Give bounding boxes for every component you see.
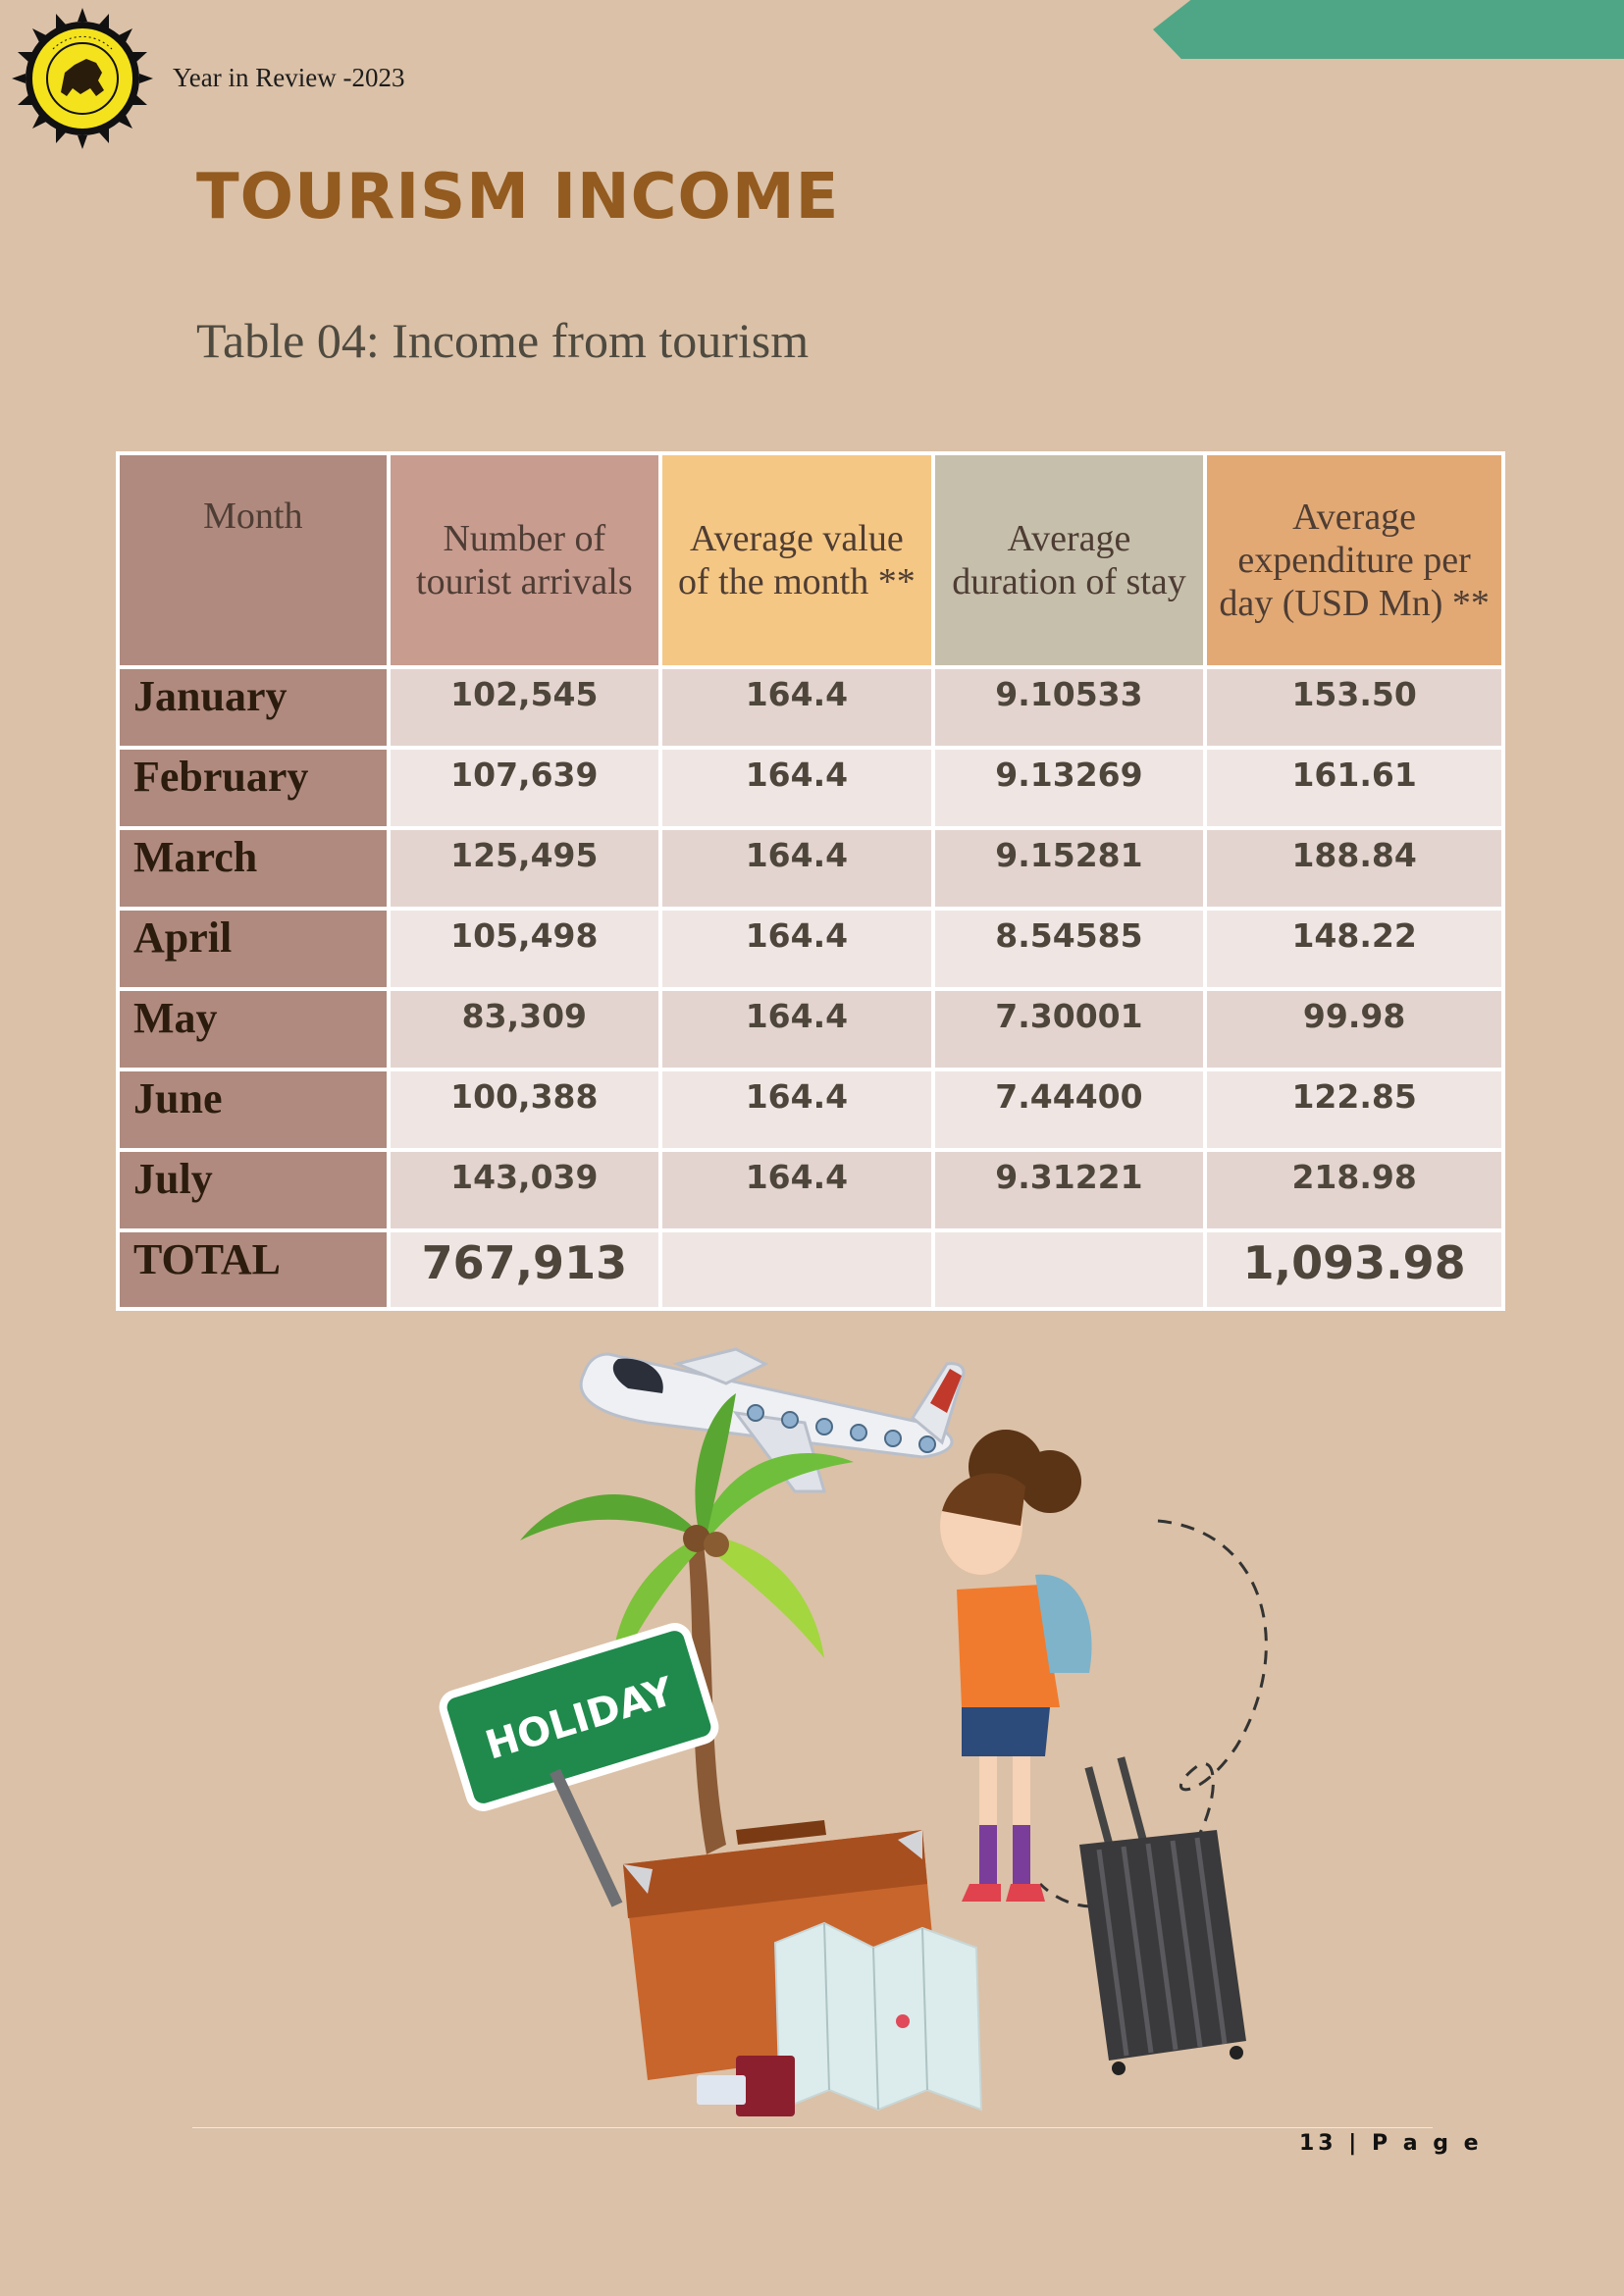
tourism-income-table: Month Number of tourist arrivals Average… xyxy=(116,451,1505,1311)
emblem-logo xyxy=(12,8,153,149)
duration-cell: 9.13269 xyxy=(934,750,1204,826)
luggage-icon xyxy=(1079,1756,1246,2075)
total-label-cell: TOTAL xyxy=(120,1232,387,1307)
header-text: Year in Review -2023 xyxy=(173,63,405,92)
table-row: May 83,309 164.4 7.30001 99.98 xyxy=(120,991,1501,1068)
travel-illustration: HOLIDAY xyxy=(439,1347,1268,2116)
holiday-sign: HOLIDAY xyxy=(439,1623,719,1811)
page-number: 13 | P a g e xyxy=(1299,2131,1483,2156)
month-cell: March xyxy=(120,830,387,907)
arrivals-cell: 102,545 xyxy=(390,669,659,746)
expenditure-cell: 188.84 xyxy=(1207,830,1501,907)
table-caption: Table 04: Income from tourism xyxy=(196,313,810,368)
arrivals-cell: 83,309 xyxy=(390,991,659,1068)
avg-value-cell: 164.4 xyxy=(662,830,931,907)
expenditure-cell: 218.98 xyxy=(1207,1152,1501,1228)
footer-divider xyxy=(192,2127,1433,2128)
arrivals-cell: 105,498 xyxy=(390,911,659,987)
passport-icon xyxy=(697,2056,795,2116)
avg-value-cell: 164.4 xyxy=(662,750,931,826)
month-cell: July xyxy=(120,1152,387,1228)
arrivals-cell: 107,639 xyxy=(390,750,659,826)
duration-cell: 7.30001 xyxy=(934,991,1204,1068)
month-cell: May xyxy=(120,991,387,1068)
avg-value-cell: 164.4 xyxy=(662,991,931,1068)
header-average-duration: Average duration of stay xyxy=(934,455,1204,665)
avg-value-cell: 164.4 xyxy=(662,1071,931,1148)
map-icon xyxy=(773,1921,983,2112)
duration-cell: 9.31221 xyxy=(934,1152,1204,1228)
header-month: Month xyxy=(120,455,387,665)
table-row: June 100,388 164.4 7.44400 122.85 xyxy=(120,1071,1501,1148)
header-average-expenditure: Average expenditure per day (USD Mn) ** xyxy=(1207,455,1501,665)
total-expenditure-cell: 1,093.98 xyxy=(1207,1232,1501,1307)
avg-value-cell: 164.4 xyxy=(662,911,931,987)
table-row: July 143,039 164.4 9.31221 218.98 xyxy=(120,1152,1501,1228)
month-cell: February xyxy=(120,750,387,826)
table-row: March 125,495 164.4 9.15281 188.84 xyxy=(120,830,1501,907)
duration-cell: 8.54585 xyxy=(934,911,1204,987)
total-duration-cell xyxy=(934,1232,1204,1307)
duration-cell: 9.15281 xyxy=(934,830,1204,907)
arrivals-cell: 143,039 xyxy=(390,1152,659,1228)
table-row: April 105,498 164.4 8.54585 148.22 xyxy=(120,911,1501,987)
duration-cell: 9.10533 xyxy=(934,669,1204,746)
total-avg-value-cell xyxy=(662,1232,931,1307)
expenditure-cell: 99.98 xyxy=(1207,991,1501,1068)
arrivals-cell: 125,495 xyxy=(390,830,659,907)
page-title: TOURISM INCOME xyxy=(196,161,840,234)
month-cell: April xyxy=(120,911,387,987)
table-header-row: Month Number of tourist arrivals Average… xyxy=(120,455,1501,665)
avg-value-cell: 164.4 xyxy=(662,669,931,746)
avg-value-cell: 164.4 xyxy=(662,1152,931,1228)
month-cell: June xyxy=(120,1071,387,1148)
table-row: February 107,639 164.4 9.13269 161.61 xyxy=(120,750,1501,826)
expenditure-cell: 148.22 xyxy=(1207,911,1501,987)
airplane-icon xyxy=(579,1347,966,1493)
duration-cell: 7.44400 xyxy=(934,1071,1204,1148)
table-row: January 102,545 164.4 9.10533 153.50 xyxy=(120,669,1501,746)
traveler-girl xyxy=(940,1430,1092,1902)
expenditure-cell: 122.85 xyxy=(1207,1071,1501,1148)
expenditure-cell: 161.61 xyxy=(1207,750,1501,826)
header-average-value: Average value of the month ** xyxy=(662,455,931,665)
header-tourist-arrivals: Number of tourist arrivals xyxy=(390,455,659,665)
month-cell: January xyxy=(120,669,387,746)
expenditure-cell: 153.50 xyxy=(1207,669,1501,746)
header-accent-band xyxy=(1153,0,1624,59)
total-arrivals-cell: 767,913 xyxy=(390,1232,659,1307)
table-total-row: TOTAL 767,913 1,093.98 xyxy=(120,1232,1501,1307)
arrivals-cell: 100,388 xyxy=(390,1071,659,1148)
